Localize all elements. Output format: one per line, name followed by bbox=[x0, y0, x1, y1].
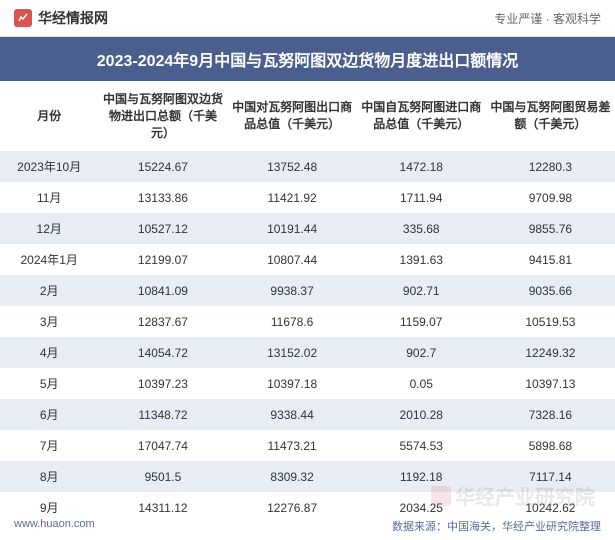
table-cell: 11月 bbox=[0, 182, 98, 213]
table-cell: 2月 bbox=[0, 275, 98, 306]
col-header-import: 中国自瓦努阿图进口商品总值（千美元） bbox=[357, 81, 486, 151]
table-row: 6月11348.729338.442010.287328.16 bbox=[0, 399, 615, 430]
table-cell: 10527.12 bbox=[98, 213, 227, 244]
table-cell: 2024年1月 bbox=[0, 244, 98, 275]
table-cell: 1192.18 bbox=[357, 461, 486, 492]
table-cell: 10807.44 bbox=[228, 244, 357, 275]
table-cell: 9035.66 bbox=[486, 275, 615, 306]
footer-url: www.huaon.com bbox=[14, 518, 95, 534]
table-cell: 12837.67 bbox=[98, 306, 227, 337]
tagline: 专业严谨 · 客观科学 bbox=[494, 10, 601, 27]
table-row: 4月14054.7213152.02902.712249.32 bbox=[0, 337, 615, 368]
table-cell: 1391.63 bbox=[357, 244, 486, 275]
table-cell: 1711.94 bbox=[357, 182, 486, 213]
table-cell: 8月 bbox=[0, 461, 98, 492]
table-cell: 2010.28 bbox=[357, 399, 486, 430]
table-row: 2月10841.099938.37902.719035.66 bbox=[0, 275, 615, 306]
table-cell: 12249.32 bbox=[486, 337, 615, 368]
table-cell: 10397.23 bbox=[98, 368, 227, 399]
table-cell: 9338.44 bbox=[228, 399, 357, 430]
logo-icon bbox=[14, 9, 32, 27]
page-title: 2023-2024年9月中国与瓦努阿图双边货物月度进出口额情况 bbox=[0, 37, 615, 81]
table-row: 5月10397.2310397.180.0510397.13 bbox=[0, 368, 615, 399]
table-cell: 902.71 bbox=[357, 275, 486, 306]
footer-source: 数据来源：中国海关，华经产业研究院整理 bbox=[392, 518, 601, 534]
table-cell: 13752.48 bbox=[228, 151, 357, 182]
table-cell: 12280.3 bbox=[486, 151, 615, 182]
table-cell: 10397.18 bbox=[228, 368, 357, 399]
table-cell: 0.05 bbox=[357, 368, 486, 399]
table-row: 8月9501.58309.321192.187117.14 bbox=[0, 461, 615, 492]
data-table: 月份 中国与瓦努阿图双边货物进出口总额（千美元） 中国对瓦努阿图出口商品总值（千… bbox=[0, 81, 615, 523]
table-cell: 11421.92 bbox=[228, 182, 357, 213]
logo-text: 华经情报网 bbox=[38, 8, 108, 28]
table-cell: 10397.13 bbox=[486, 368, 615, 399]
col-header-balance: 中国与瓦努阿图贸易差额（千美元） bbox=[486, 81, 615, 151]
table-cell: 11678.6 bbox=[228, 306, 357, 337]
page-footer: www.huaon.com 数据来源：中国海关，华经产业研究院整理 bbox=[0, 512, 615, 540]
table-row: 2023年10月15224.6713752.481472.1812280.3 bbox=[0, 151, 615, 182]
table-header-row: 月份 中国与瓦努阿图双边货物进出口总额（千美元） 中国对瓦努阿图出口商品总值（千… bbox=[0, 81, 615, 151]
table-cell: 12月 bbox=[0, 213, 98, 244]
table-cell: 5月 bbox=[0, 368, 98, 399]
col-header-total: 中国与瓦努阿图双边货物进出口总额（千美元） bbox=[98, 81, 227, 151]
table-row: 12月10527.1210191.44335.689855.76 bbox=[0, 213, 615, 244]
table-cell: 902.7 bbox=[357, 337, 486, 368]
table-cell: 9501.5 bbox=[98, 461, 227, 492]
table-cell: 2023年10月 bbox=[0, 151, 98, 182]
table-cell: 11348.72 bbox=[98, 399, 227, 430]
table-cell: 13133.86 bbox=[98, 182, 227, 213]
col-header-month: 月份 bbox=[0, 81, 98, 151]
table-row: 3月12837.6711678.61159.0710519.53 bbox=[0, 306, 615, 337]
table-cell: 9415.81 bbox=[486, 244, 615, 275]
table-cell: 4月 bbox=[0, 337, 98, 368]
table-cell: 7117.14 bbox=[486, 461, 615, 492]
page-header: 华经情报网 专业严谨 · 客观科学 bbox=[0, 0, 615, 37]
table-cell: 15224.67 bbox=[98, 151, 227, 182]
table-cell: 9938.37 bbox=[228, 275, 357, 306]
table-cell: 17047.74 bbox=[98, 430, 227, 461]
table-cell: 11473.21 bbox=[228, 430, 357, 461]
table-cell: 6月 bbox=[0, 399, 98, 430]
col-header-export: 中国对瓦努阿图出口商品总值（千美元） bbox=[228, 81, 357, 151]
table-cell: 12199.07 bbox=[98, 244, 227, 275]
table-cell: 5898.68 bbox=[486, 430, 615, 461]
table-row: 2024年1月12199.0710807.441391.639415.81 bbox=[0, 244, 615, 275]
table-cell: 14054.72 bbox=[98, 337, 227, 368]
table-cell: 10191.44 bbox=[228, 213, 357, 244]
table-cell: 13152.02 bbox=[228, 337, 357, 368]
table-row: 7月17047.7411473.215574.535898.68 bbox=[0, 430, 615, 461]
table-cell: 1472.18 bbox=[357, 151, 486, 182]
table-cell: 9855.76 bbox=[486, 213, 615, 244]
table-cell: 1159.07 bbox=[357, 306, 486, 337]
table-cell: 9709.98 bbox=[486, 182, 615, 213]
table-cell: 7月 bbox=[0, 430, 98, 461]
table-cell: 3月 bbox=[0, 306, 98, 337]
table-cell: 7328.16 bbox=[486, 399, 615, 430]
logo-area: 华经情报网 bbox=[14, 8, 108, 28]
table-cell: 10841.09 bbox=[98, 275, 227, 306]
table-cell: 10519.53 bbox=[486, 306, 615, 337]
table-cell: 8309.32 bbox=[228, 461, 357, 492]
table-row: 11月13133.8611421.921711.949709.98 bbox=[0, 182, 615, 213]
table-cell: 335.68 bbox=[357, 213, 486, 244]
table-cell: 5574.53 bbox=[357, 430, 486, 461]
